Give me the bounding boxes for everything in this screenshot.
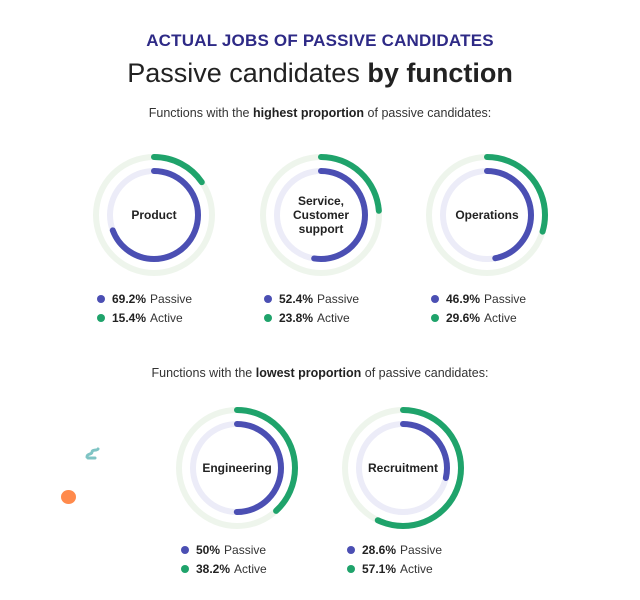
legend-product: 69.2% Passive 15.4% Active [97, 289, 192, 327]
passive-dot-icon [347, 545, 355, 554]
passive-label: Passive [150, 291, 193, 306]
kicker-heading: ACTUAL JOBS OF PASSIVE CANDIDATES [146, 31, 494, 50]
legend-active: 29.6% Active [431, 308, 526, 327]
legend-service-customer-support: 52.4% Passive 23.8% Active [264, 289, 359, 327]
active-label: Active [484, 310, 517, 325]
subtitle-text: Functions with the [151, 366, 256, 380]
active-arc [260, 154, 382, 276]
passive-dot-icon [181, 545, 189, 554]
legend-active: 38.2% Active [181, 559, 267, 578]
subtitle-emphasis: lowest proportion [255, 366, 362, 380]
active-value: 38.2% [196, 561, 231, 576]
legend-passive: 28.6% Passive [347, 540, 442, 559]
subtitle-text: of passive candidates: [364, 106, 492, 120]
legend-engineering: 50% Passive 38.2% Active [181, 540, 267, 578]
ring-label: Engineering [202, 461, 272, 475]
ring-label: Product [131, 208, 177, 222]
ring-label: Recruitment [367, 461, 438, 475]
legend-passive: 46.9% Passive [431, 289, 526, 308]
subtitle-text: Functions with the [148, 106, 253, 120]
passive-dot-icon [431, 294, 439, 303]
passive-value: 50% [196, 542, 221, 557]
active-value: 29.6% [446, 310, 481, 325]
legend-active: 23.8% Active [264, 308, 359, 327]
legend-recruitment: 28.6% Passive 57.1% Active [347, 540, 442, 578]
legend-passive: 50% Passive [181, 540, 267, 559]
donut-recruitment: Recruitment [338, 403, 468, 533]
passive-label: Passive [317, 291, 360, 306]
passive-value: 46.9% [446, 291, 481, 306]
passive-label: Passive [224, 542, 267, 557]
active-label: Active [317, 310, 350, 325]
passive-value: 28.6% [362, 542, 397, 557]
ring-label: Service, Customer support [292, 194, 349, 236]
passive-arc [356, 421, 450, 515]
active-value: 15.4% [112, 310, 147, 325]
passive-arc [274, 168, 368, 262]
active-label: Active [150, 310, 183, 325]
section-subtitle-highest: Functions with the highest proportion of… [0, 106, 640, 120]
passive-arc [190, 421, 284, 515]
active-arc [93, 154, 215, 276]
subtitle-text: of passive candidates: [361, 366, 489, 380]
active-value: 23.8% [279, 310, 314, 325]
title-bold: by function [367, 58, 513, 88]
active-dot-icon [264, 313, 272, 322]
legend-passive: 52.4% Passive [264, 289, 359, 308]
active-arc [176, 407, 298, 529]
passive-arc [440, 168, 534, 262]
legend-active: 57.1% Active [347, 559, 442, 578]
section-subtitle-lowest: Functions with the lowest proportion of … [0, 366, 640, 380]
active-dot-icon [431, 313, 439, 322]
passive-arc [107, 168, 201, 262]
donut-service-customer-support: Service, Customer support [256, 150, 386, 280]
legend-active: 15.4% Active [97, 308, 192, 327]
title-regular: Passive candidates [127, 58, 368, 88]
page-title: Passive candidates by function [0, 58, 640, 89]
passive-dot-icon [264, 294, 272, 303]
subtitle-emphasis: highest proportion [252, 106, 365, 120]
legend-operations: 46.9% Passive 29.6% Active [431, 289, 526, 327]
active-label: Active [400, 561, 433, 576]
passive-value: 69.2% [112, 291, 147, 306]
active-arc [426, 154, 548, 276]
legend-passive: 69.2% Passive [97, 289, 192, 308]
passive-label: Passive [400, 542, 443, 557]
active-dot-icon [181, 564, 189, 573]
donut-product: Product [89, 150, 219, 280]
squiggle-decoration-icon [85, 447, 100, 460]
ring-label: Operations [455, 208, 519, 222]
active-arc [342, 407, 464, 529]
passive-label: Passive [484, 291, 527, 306]
active-value: 57.1% [362, 561, 397, 576]
passive-value: 52.4% [279, 291, 314, 306]
donut-engineering: Engineering [172, 403, 302, 533]
active-dot-icon [97, 313, 105, 322]
passive-dot-icon [97, 294, 105, 303]
active-label: Active [234, 561, 267, 576]
orange-dot-decoration-icon [61, 490, 76, 504]
donut-operations: Operations [422, 150, 552, 280]
active-dot-icon [347, 564, 355, 573]
